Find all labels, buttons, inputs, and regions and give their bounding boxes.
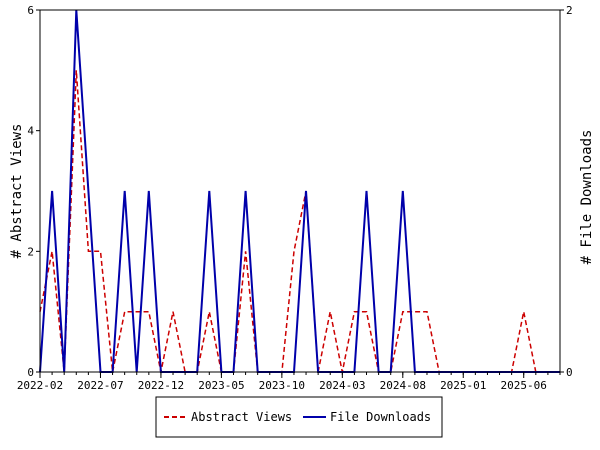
x-tick-label: 2025-06 — [501, 379, 547, 392]
y-axis-right-title: # File Downloads — [579, 130, 595, 265]
x-tick-label: 2022-07 — [77, 379, 123, 392]
y-left-tick-label: 2 — [27, 245, 34, 258]
y-left-tick-label: 4 — [27, 125, 34, 138]
plot-lines — [39, 9, 560, 373]
y-left-tick-label: 6 — [27, 4, 34, 17]
x-tick-label: 2024-03 — [319, 379, 365, 392]
series-line-file-downloads — [39, 9, 560, 373]
x-tick-label: 2023-10 — [259, 379, 305, 392]
x-tick-label: 2024-08 — [380, 379, 426, 392]
series-line-abstract-views — [39, 70, 560, 373]
legend-label-file-downloads: File Downloads — [330, 410, 431, 424]
y-axis-left-title: # Abstract Views — [9, 124, 25, 259]
x-tick-label: 2022-02 — [17, 379, 63, 392]
y-left-tick-label: 0 — [27, 366, 34, 379]
x-tick-label: 2022-12 — [138, 379, 184, 392]
legend: Abstract Views File Downloads — [155, 396, 443, 438]
legend-label-abstract-views: Abstract Views — [191, 410, 292, 424]
ticks: 0 2 4 6 0 2 2022-02 2022-07 2022-12 2023-05 2023-1… — [17, 4, 573, 392]
y-right-tick-label: 0 — [566, 366, 573, 379]
x-tick-label: 2023-05 — [198, 379, 244, 392]
legend-box — [155, 396, 443, 438]
x-tick-label: 2025-01 — [440, 379, 486, 392]
plot-frame — [39, 9, 561, 373]
y-right-tick-label: 2 — [566, 4, 573, 17]
